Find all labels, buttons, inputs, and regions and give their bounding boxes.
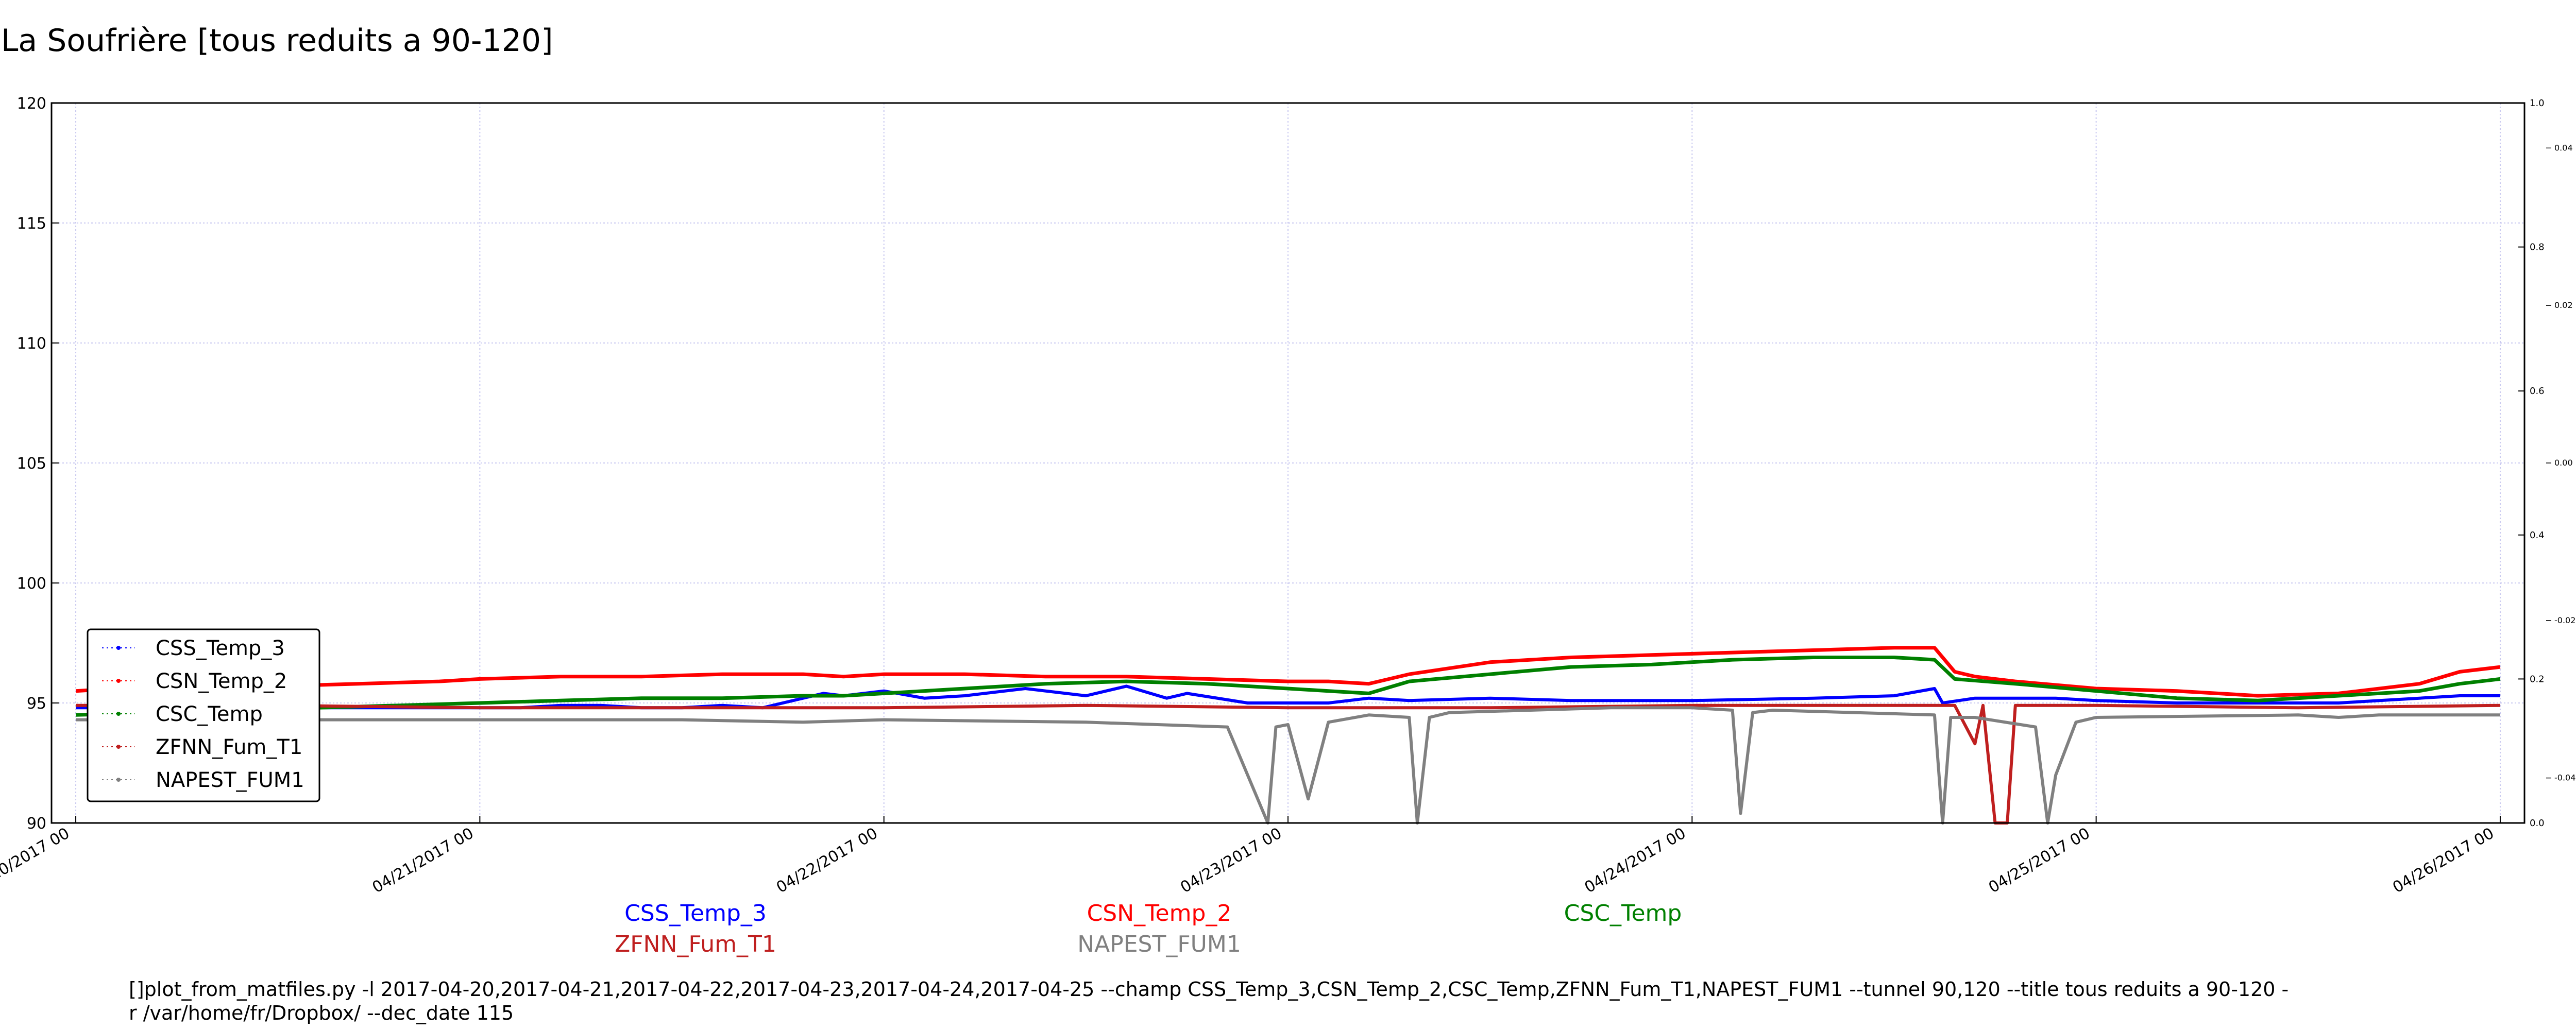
series-label-zfnn-fum-t1: ZFNN_Fum_T1 <box>615 931 776 957</box>
series-label-css-temp-3: CSS_Temp_3 <box>624 900 767 926</box>
plot-series <box>75 646 2501 825</box>
plot-frame <box>50 102 2526 824</box>
x-tick-label: 04/23/2017 00 <box>1177 825 1285 897</box>
legend-marker <box>116 745 121 749</box>
y-tick-label: 100 <box>17 575 46 593</box>
legend-label: CSC_Temp <box>156 702 263 726</box>
legend-marker <box>116 712 121 716</box>
y-tick-label: 105 <box>17 455 46 473</box>
y-tick-label: 90 <box>27 815 46 833</box>
y-axis: 90 95 100 105 110 115 120 <box>17 95 59 833</box>
right-inner-tick-label: -0.02 <box>2554 615 2575 625</box>
x-tick-label: 04/22/2017 00 <box>773 825 881 897</box>
legend: CSS_Temp_3 CSN_Temp_2 CSC_Temp ZFNN_Fum_T1 N… <box>87 628 320 802</box>
right-outer-tick-label: 0.6 <box>2530 386 2545 397</box>
series-label-napest-fum1: NAPEST_FUM1 <box>1077 931 1241 957</box>
legend-marker <box>116 679 121 683</box>
grid-lines <box>52 102 2524 823</box>
y-tick-label: 120 <box>17 95 46 113</box>
x-tick-label: 04/20/2017 00 <box>0 825 73 897</box>
legend-marker <box>116 646 121 650</box>
x-tick-label: 04/21/2017 00 <box>369 825 477 897</box>
y-tick-label: 110 <box>17 335 46 353</box>
legend-label: CSN_Temp_2 <box>156 670 287 693</box>
legend-marker <box>116 778 121 782</box>
right-inner-tick-label: -0.04 <box>2554 773 2575 783</box>
right-inner-tick-label: 0.04 <box>2554 143 2573 152</box>
x-tick-label: 04/25/2017 00 <box>1986 825 2093 897</box>
right-outer-tick-label: 0.0 <box>2530 818 2545 829</box>
right-outer-tick-label: 0.2 <box>2530 674 2545 684</box>
legend-label: ZFNN_Fum_T1 <box>156 735 302 759</box>
legend-label: NAPEST_FUM1 <box>156 768 304 792</box>
right-axis: 1.0 0.8 0.6 0.4 0.2 0.0 0.04 0.02 0.00 -0.02 -0.04 <box>2518 98 2575 829</box>
legend-label: CSS_Temp_3 <box>156 637 285 660</box>
legend-box <box>87 628 320 802</box>
right-outer-tick-label: 0.8 <box>2530 242 2545 253</box>
x-tick-label: 04/26/2017 00 <box>2389 825 2497 897</box>
series-line-csc-temp <box>75 656 2501 717</box>
series-line-zfnn-fum-t1 <box>76 703 2500 825</box>
series-line-napest-fum1 <box>76 706 2500 825</box>
right-inner-tick-label: 0.02 <box>2554 300 2573 310</box>
command-line-text: []plot_from_matfiles.py -l 2017-04-20,20… <box>129 978 2289 1024</box>
series-label-csc-temp: CSC_Temp <box>1564 900 1682 926</box>
series-label-csn-temp-2: CSN_Temp_2 <box>1087 900 1232 926</box>
x-tick-label: 04/24/2017 00 <box>1582 825 1689 897</box>
right-outer-tick-label: 1.0 <box>2530 98 2545 109</box>
y-tick-label: 95 <box>27 695 46 713</box>
right-outer-tick-label: 0.4 <box>2530 530 2545 541</box>
right-inner-tick-label: 0.00 <box>2554 458 2573 468</box>
y-tick-label: 115 <box>17 215 46 233</box>
series-line-csn-temp-2 <box>75 646 2501 698</box>
x-axis: 04/20/2017 00 04/21/2017 00 04/22/2017 00 0… <box>0 816 2501 897</box>
chart-title: La Soufrière [tous reduits a 90-120] <box>1 23 553 59</box>
